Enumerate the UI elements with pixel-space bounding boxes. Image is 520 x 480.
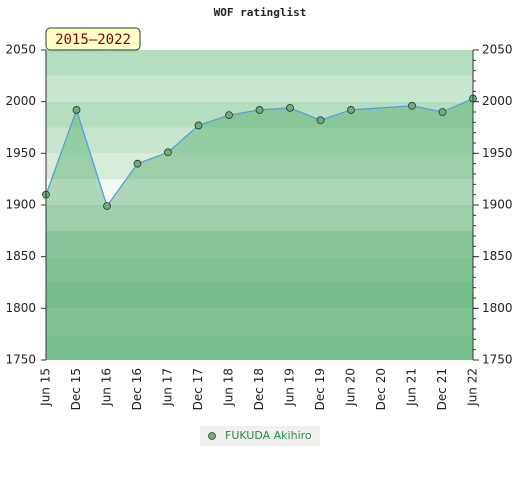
x-tick-label: Dec 16 [130, 368, 144, 410]
band [46, 308, 473, 335]
x-tick-label: Jun 19 [283, 368, 297, 407]
y-tick-label: 2000 [5, 94, 36, 108]
point [438, 108, 447, 116]
point [286, 103, 294, 112]
x-tick-label: Jun 15 [39, 368, 53, 407]
chart-title: WOF ratinglist [214, 6, 307, 19]
y-tick-label: 1850 [5, 249, 36, 263]
series-line [45, 97, 474, 208]
band [46, 334, 473, 360]
point [133, 159, 142, 168]
point [316, 116, 325, 125]
x-tick-label: Jun 18 [222, 368, 236, 407]
y-tick-label: 1900 [5, 198, 36, 212]
y-tick-label: 2050 [5, 43, 36, 57]
point [72, 106, 81, 114]
x-tick-label: Jun 22 [466, 368, 480, 407]
point [347, 106, 355, 114]
plot-area [42, 50, 477, 361]
x-tick-label: Jun 20 [344, 368, 358, 407]
y2-tick-label: 1800 [482, 301, 513, 315]
x-tick-label: Dec 20 [374, 368, 388, 410]
legend-box [200, 426, 320, 446]
point [225, 111, 233, 119]
band [46, 282, 473, 309]
badge: 2015–2022 [55, 32, 131, 48]
band [46, 127, 473, 154]
y2-tick-label: 1950 [482, 146, 513, 160]
point [255, 106, 264, 114]
band [46, 153, 473, 180]
point [408, 101, 416, 110]
x-tick-label: Dec 19 [313, 368, 327, 410]
y2-tick-label: 2000 [482, 94, 513, 108]
x-tick-label: Dec 18 [252, 368, 266, 410]
x-tick-label: Dec 17 [191, 368, 205, 410]
band [46, 256, 473, 283]
y2-tick-label: 1750 [482, 353, 513, 367]
legend-marker [208, 432, 216, 440]
x-tick-label: Dec 21 [435, 368, 449, 410]
band [46, 50, 473, 76]
y2-tick-label: 2050 [482, 43, 513, 57]
y-tick-label: 1800 [5, 301, 36, 315]
badge-box [45, 27, 141, 51]
x-tick-label: Jun 17 [161, 368, 175, 407]
band [46, 230, 473, 257]
legend-label: FUKUDA Akihiro [225, 429, 312, 442]
point [164, 148, 172, 157]
y2-tick-label: 1850 [482, 249, 513, 263]
x-tick-label: Jun 16 [100, 368, 114, 407]
x-tick-label: Dec 15 [69, 368, 83, 410]
band [46, 75, 473, 102]
y2-tick-label: 1900 [482, 198, 513, 212]
y-tick-label: 1950 [5, 146, 36, 160]
point [103, 202, 111, 210]
x-tick-label: Jun 21 [405, 368, 419, 407]
point [194, 121, 203, 130]
y-tick-label: 1750 [5, 353, 36, 367]
band [46, 205, 473, 231]
area [46, 98, 473, 361]
